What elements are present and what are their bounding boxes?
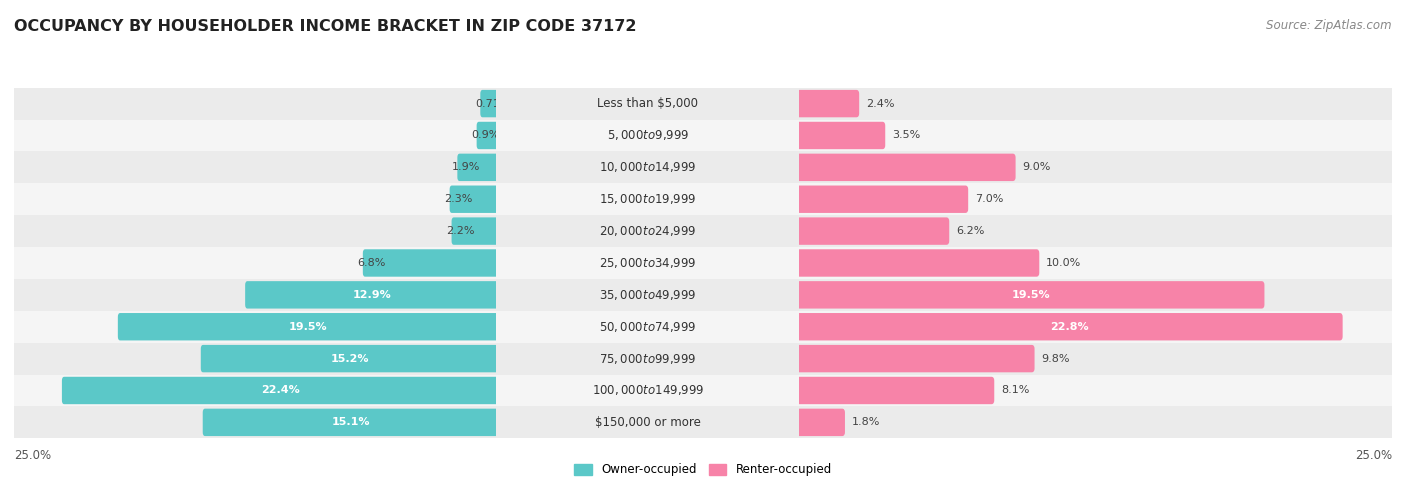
Text: 22.4%: 22.4% xyxy=(262,386,299,395)
Text: $10,000 to $14,999: $10,000 to $14,999 xyxy=(599,160,696,174)
FancyBboxPatch shape xyxy=(451,217,499,245)
Text: 19.5%: 19.5% xyxy=(1011,290,1050,300)
Bar xyxy=(800,407,1392,438)
Text: 7.0%: 7.0% xyxy=(974,194,1004,204)
Legend: Owner-occupied, Renter-occupied: Owner-occupied, Renter-occupied xyxy=(569,459,837,481)
FancyBboxPatch shape xyxy=(797,345,1035,373)
Bar xyxy=(800,183,1392,215)
Bar xyxy=(14,88,496,119)
Bar xyxy=(14,311,496,343)
FancyBboxPatch shape xyxy=(797,153,1015,181)
Text: $25,000 to $34,999: $25,000 to $34,999 xyxy=(599,256,696,270)
Text: $15,000 to $19,999: $15,000 to $19,999 xyxy=(599,192,696,206)
Bar xyxy=(496,407,800,438)
Bar xyxy=(14,247,496,279)
Text: 2.3%: 2.3% xyxy=(444,194,472,204)
Bar xyxy=(496,343,800,375)
Bar xyxy=(800,247,1392,279)
FancyBboxPatch shape xyxy=(797,313,1343,340)
Bar xyxy=(14,151,496,183)
FancyBboxPatch shape xyxy=(481,90,499,117)
Bar xyxy=(14,375,496,407)
Text: 10.0%: 10.0% xyxy=(1046,258,1081,268)
Bar xyxy=(496,247,800,279)
Text: $100,000 to $149,999: $100,000 to $149,999 xyxy=(592,383,704,397)
Text: $50,000 to $74,999: $50,000 to $74,999 xyxy=(599,320,696,334)
Bar xyxy=(800,119,1392,151)
Bar xyxy=(496,279,800,311)
Text: $75,000 to $99,999: $75,000 to $99,999 xyxy=(599,352,696,366)
Bar xyxy=(14,215,496,247)
Bar xyxy=(14,343,496,375)
Text: 6.8%: 6.8% xyxy=(357,258,385,268)
Bar xyxy=(14,183,496,215)
FancyBboxPatch shape xyxy=(797,217,949,245)
FancyBboxPatch shape xyxy=(797,186,969,213)
Text: 9.8%: 9.8% xyxy=(1042,354,1070,364)
Text: Source: ZipAtlas.com: Source: ZipAtlas.com xyxy=(1267,19,1392,33)
FancyBboxPatch shape xyxy=(62,377,499,404)
Bar xyxy=(14,279,496,311)
Bar xyxy=(496,88,800,119)
Text: 0.9%: 0.9% xyxy=(471,131,499,140)
FancyBboxPatch shape xyxy=(477,122,499,149)
FancyBboxPatch shape xyxy=(797,122,886,149)
FancyBboxPatch shape xyxy=(457,153,499,181)
Text: 25.0%: 25.0% xyxy=(14,449,51,462)
Bar xyxy=(800,151,1392,183)
Text: 15.2%: 15.2% xyxy=(330,354,368,364)
Bar xyxy=(496,215,800,247)
Text: $20,000 to $24,999: $20,000 to $24,999 xyxy=(599,224,696,238)
Text: 3.5%: 3.5% xyxy=(891,131,920,140)
Bar xyxy=(800,375,1392,407)
Text: $5,000 to $9,999: $5,000 to $9,999 xyxy=(606,129,689,143)
Text: 6.2%: 6.2% xyxy=(956,226,984,236)
Text: 1.8%: 1.8% xyxy=(852,417,880,428)
Text: 2.2%: 2.2% xyxy=(446,226,475,236)
FancyBboxPatch shape xyxy=(363,249,499,277)
Bar xyxy=(800,343,1392,375)
FancyBboxPatch shape xyxy=(797,377,994,404)
Text: Less than $5,000: Less than $5,000 xyxy=(598,97,699,110)
Text: 25.0%: 25.0% xyxy=(1355,449,1392,462)
FancyBboxPatch shape xyxy=(201,345,499,373)
Text: 22.8%: 22.8% xyxy=(1050,322,1088,332)
FancyBboxPatch shape xyxy=(797,281,1264,309)
Bar xyxy=(14,119,496,151)
Bar xyxy=(496,311,800,343)
Text: 12.9%: 12.9% xyxy=(353,290,391,300)
FancyBboxPatch shape xyxy=(797,249,1039,277)
Bar xyxy=(800,215,1392,247)
FancyBboxPatch shape xyxy=(245,281,499,309)
FancyBboxPatch shape xyxy=(797,409,845,436)
Text: 8.1%: 8.1% xyxy=(1001,386,1029,395)
Text: $150,000 or more: $150,000 or more xyxy=(595,416,700,429)
Bar xyxy=(496,375,800,407)
Text: OCCUPANCY BY HOUSEHOLDER INCOME BRACKET IN ZIP CODE 37172: OCCUPANCY BY HOUSEHOLDER INCOME BRACKET … xyxy=(14,19,637,35)
Text: 9.0%: 9.0% xyxy=(1022,162,1050,172)
Text: 15.1%: 15.1% xyxy=(332,417,370,428)
Text: $35,000 to $49,999: $35,000 to $49,999 xyxy=(599,288,696,302)
Bar xyxy=(496,119,800,151)
Text: 2.4%: 2.4% xyxy=(866,98,894,109)
Bar xyxy=(496,151,800,183)
FancyBboxPatch shape xyxy=(118,313,499,340)
FancyBboxPatch shape xyxy=(450,186,499,213)
Text: 1.9%: 1.9% xyxy=(451,162,481,172)
Bar xyxy=(800,279,1392,311)
Bar xyxy=(800,88,1392,119)
Bar xyxy=(496,183,800,215)
FancyBboxPatch shape xyxy=(202,409,499,436)
FancyBboxPatch shape xyxy=(797,90,859,117)
Bar xyxy=(800,311,1392,343)
Bar xyxy=(14,407,496,438)
Text: 19.5%: 19.5% xyxy=(288,322,328,332)
Text: 0.71%: 0.71% xyxy=(475,98,510,109)
